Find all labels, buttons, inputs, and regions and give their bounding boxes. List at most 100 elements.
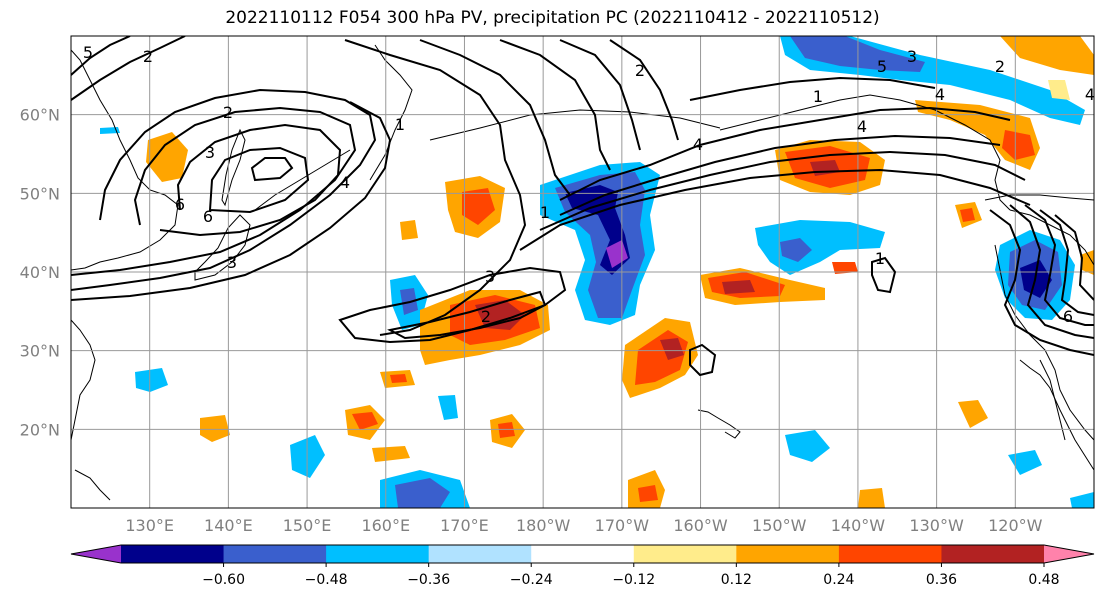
colorbar-tick-label: 0.48 [1028,572,1059,588]
longitude-tick-labels: 130°E 140°E 150°E 160°E 170°E 180°W 170°W 160°W… [125,516,1042,535]
pv-contour-label: 2 [635,61,645,80]
map-area: 5 2 2 3 1 4 6 2 3 1 4 2 4 6 5 3 2 1 4 1 4 6 3 [71,36,1095,508]
colorbar-tick-label: −0.12 [612,572,655,588]
precip-pos-east-central-core [722,280,755,294]
precip-pos-kamchatka [146,132,188,182]
pv-contour-jet-2 [559,134,1001,216]
colorbar-tick-label: 0.12 [721,572,752,588]
lon-tick-label: 140°E [204,516,253,535]
colorbar-tick-label: 0.36 [926,572,957,588]
lat-tick-label: 60°N [20,106,60,125]
colorbar-tick-label: −0.24 [510,572,553,588]
precip-pos-small-c [200,415,230,442]
pv-contour-label: 2 [481,307,491,326]
precip-pos-japan-east-core [462,188,495,225]
precip-pos-central-dark [660,338,684,360]
colorbar-tick-label: 0.24 [823,572,854,588]
map-title: 2022110112 F054 300 hPa PV, precipitatio… [225,8,880,28]
coastline-aleutians [429,109,721,141]
coastline-alaska [719,94,1011,211]
colorbar-segment [121,545,225,563]
colorbar-tick-label: −0.48 [305,572,348,588]
lon-tick-label: 150°W [752,516,807,535]
coastlines [71,44,1094,501]
pv-contour-label: 4 [857,117,867,136]
pv-contour-cutoff-low [338,266,567,344]
coastline-california [994,244,1094,441]
precip-pos-small-b-core [498,422,515,438]
colorbar-tick-label: −0.60 [202,572,245,588]
lon-tick-label: 170°W [595,516,650,535]
pv-contour-asia-trough-2 [71,106,357,276]
pv-contour-jet-4 [519,168,1031,251]
pv-contour-north-ridge-5 [609,39,679,141]
pv-contour-asia-trough-6 [250,157,294,182]
pv-contour-label: 4 [935,85,945,104]
pv-contour-nw-corner [71,36,131,76]
coastline-sakhalin [221,128,246,207]
pv-contour-north-ridge-4 [559,39,641,151]
precip-neg-small-b [135,368,168,392]
pv-contour-asia-trough-5 [208,146,310,214]
pv-contour-jet-5 [689,76,936,101]
precip-neg-east-central-core [780,238,812,262]
pv-contour-west-us-trough-5 [1054,214,1094,301]
lon-tick-label: 160°E [361,516,410,535]
pv-contour-label: 4 [1085,85,1095,104]
pv-contour-label: 6 [175,195,185,214]
pv-contour-label: 3 [485,267,495,286]
precip-neg-south-west-core [395,478,450,508]
pv-contour-jet-3 [539,150,1026,231]
lat-tick-label: 20°N [20,420,60,439]
pv-contour-label: 3 [907,47,917,66]
pv-contour-north-ridge-3 [499,39,611,171]
precip-pos-small-j [372,446,410,462]
coastline-china [71,319,96,441]
pv-contour-label: 2 [223,103,233,122]
precip-pos-small-k [832,262,858,274]
pv-contour-label: 4 [693,135,703,154]
pv-contour-west-us-trough-1 [989,209,1094,356]
precip-neg-central-core [606,240,628,268]
pv-contours [71,36,1094,377]
coastline-north-america [1009,209,1094,266]
pv-contour-label: 5 [83,43,93,62]
pv-contour-asia-trough-3 [71,101,392,301]
precip-pos-north-top [1000,36,1094,75]
lat-tick-label: 30°N [20,342,60,361]
colorbar-outline [70,544,1095,564]
lon-tick-label: 180°W [516,516,571,535]
pv-contour-label: 2 [995,57,1005,76]
lat-tick-label: 50°N [20,184,60,203]
colorbar-segment [838,545,942,563]
colorbar-segment [428,545,532,563]
coastline-hawaii [697,409,741,439]
pv-contour-asia-trough-1 [71,88,377,291]
precip-pos-ne-pacific-core [1002,130,1035,160]
coastline-japan [194,214,251,281]
precip-neg-east-central [755,220,885,275]
precip-pos-small-l [1080,250,1094,275]
colorbar-segment [326,545,430,563]
pv-contour-label: 1 [813,87,823,106]
pv-contour-west-us-trough-4 [1039,209,1094,316]
lon-tick-label: 130°E [125,516,174,535]
precip-pos-small-i [400,220,418,240]
precip-pos-small-a-core [352,412,378,430]
colorbar-extend-high [1044,545,1094,563]
precip-pos-small-m [1048,80,1070,100]
precip-neg-small-e [438,395,458,420]
precip-pos-small-e-core [960,208,975,222]
pv-contour-label: 3 [227,253,237,272]
pv-contour-west-us-trough-2 [1009,204,1094,339]
pv-contour-north-ridge-2 [419,39,571,196]
pv-contour-label: 4 [340,173,350,192]
lon-tick-label: 120°W [988,516,1043,535]
lon-tick-label: 170°E [440,516,489,535]
pv-contour-north-ridge-1 [344,39,527,336]
pv-contour-small-loop-b [871,256,897,294]
pv-contour-jet-1 [559,106,1011,201]
pv-contour-asia-trough-4 [159,123,342,237]
pv-contour-label: 5 [877,57,887,76]
